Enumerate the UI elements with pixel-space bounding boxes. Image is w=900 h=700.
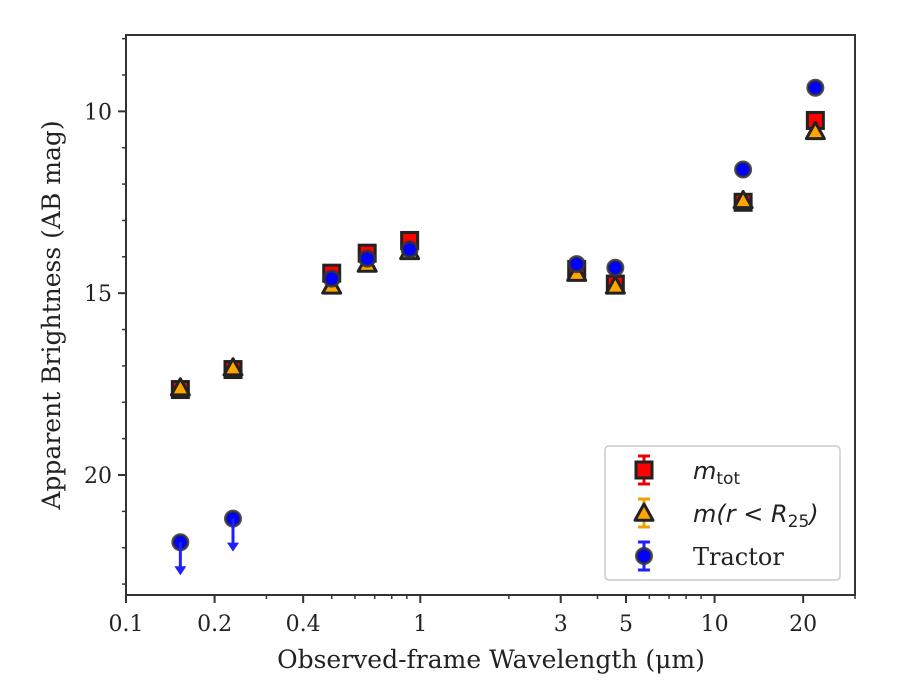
x-tick-label: 5 [619, 612, 633, 637]
data-point-circle [567, 255, 586, 274]
data-point-circle [606, 258, 625, 277]
x-axis-label: Observed-frame Wavelength (μm) [277, 645, 705, 674]
legend-marker-triangle [633, 502, 655, 522]
data-point-circle [734, 160, 753, 179]
legend-frame [604, 445, 841, 581]
y-tick-label: 20 [84, 464, 112, 489]
x-tick-label: 3 [554, 612, 568, 637]
data-point-circle [806, 78, 825, 97]
legend: mtot m(r < R25) Tractor [604, 445, 841, 581]
x-tick-label: 0.4 [286, 612, 321, 637]
data-point-circle [322, 269, 341, 288]
upper-limit-arrow-head [227, 542, 240, 552]
data-point-triangle [732, 189, 754, 210]
y-axis-label: Apparent Brightness (AB mag) [37, 120, 66, 510]
series-triangle [169, 120, 826, 397]
axes-frame [125, 34, 856, 596]
series-circle [171, 78, 825, 576]
data-point-circle [358, 249, 377, 268]
legend-label: mtot [693, 457, 740, 489]
legend-marker-circle [635, 547, 653, 565]
y-tick-label: 15 [84, 282, 112, 307]
x-tick-label: 20 [789, 612, 817, 637]
y-tick-label: 10 [84, 100, 112, 125]
x-tick-label: 1 [413, 612, 427, 637]
x-tick-label: 0.1 [109, 612, 144, 637]
legend-label: Tractor [693, 543, 784, 571]
x-tick-label: 0.2 [197, 612, 232, 637]
legend-marker-square [634, 460, 654, 480]
data-point-triangle [604, 275, 626, 295]
data-point-triangle [804, 120, 826, 141]
x-tick-label: 10 [701, 612, 729, 637]
data-point-triangle [169, 377, 191, 397]
legend-label: m(r < R25) [693, 500, 819, 532]
data-point-circle [400, 240, 419, 259]
data-point-triangle [222, 357, 244, 377]
axes: 0.1 0.2 0.4 1 3 5 10 20 10 15 20 [84, 34, 856, 637]
data-marks [169, 78, 826, 576]
upper-limit-arrow-head [174, 566, 187, 576]
